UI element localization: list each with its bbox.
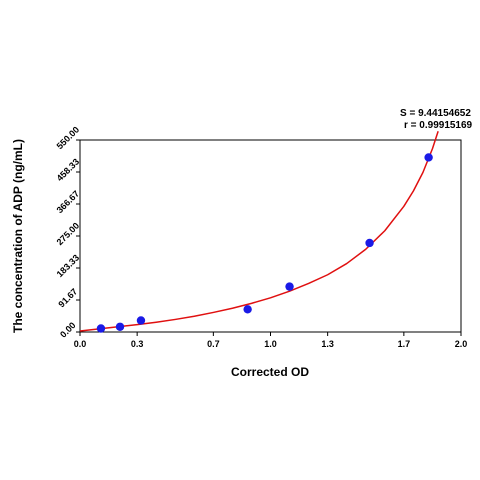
y-tick-label: 458.33	[55, 157, 82, 184]
curve-layer	[80, 131, 439, 332]
data-point	[115, 322, 125, 331]
y-tick-label: 275.00	[55, 221, 82, 248]
x-tick-label: 1.3	[321, 339, 334, 349]
data-point	[285, 282, 294, 291]
fit-curve	[80, 131, 439, 332]
x-tick-label: 1.0	[264, 339, 277, 349]
x-tick-label: 1.7	[398, 339, 411, 349]
x-tick-label: 0.7	[207, 339, 220, 349]
x-tick-label: 0.3	[131, 339, 144, 349]
y-tick-label: 550.00	[55, 125, 82, 152]
y-tick-label: 366.67	[55, 189, 82, 216]
data-point	[365, 238, 374, 248]
data-point	[96, 324, 106, 333]
ticks-layer: 0.0 0.3 0.7 1.0 1.3 1.7 2.0 0.00 91.67 183.33 275.…	[55, 125, 468, 349]
y-tick-label: 0.00	[58, 320, 77, 339]
points-layer	[96, 153, 433, 333]
plot-frame	[79, 139, 462, 333]
x-tick-label: 2.0	[455, 339, 468, 349]
data-point	[243, 305, 252, 314]
x-axis-title: Corrected OD	[231, 365, 309, 379]
stat-s: S = 9.44154652	[400, 108, 471, 119]
stat-r: r = 0.99915169	[404, 120, 473, 131]
x-tick-label: 0.0	[74, 339, 87, 349]
y-tick-label: 183.33	[55, 253, 82, 280]
y-tick-label: 91.67	[56, 286, 79, 309]
data-point	[136, 316, 146, 325]
y-axis-title: The concentration of ADP (ng/mL)	[11, 139, 25, 333]
data-point	[424, 153, 433, 162]
